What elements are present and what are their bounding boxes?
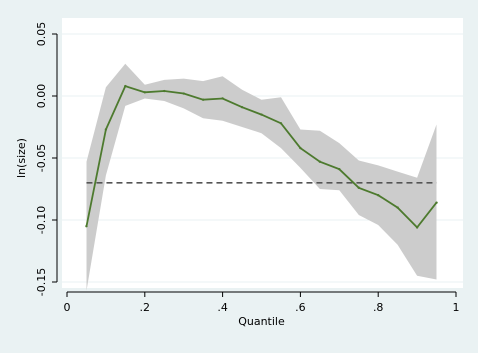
data-point <box>260 113 263 116</box>
data-point <box>338 167 341 171</box>
data-point <box>221 97 224 100</box>
confidence-band <box>86 63 437 291</box>
y-axis-label: ln(size) <box>15 138 28 178</box>
y-axis-ticks: -0.15 -0.10 -0.05 0.00 0.05 <box>35 22 57 296</box>
series-points <box>85 84 438 229</box>
x-tick-label: 0 <box>64 301 71 314</box>
data-point <box>240 105 244 109</box>
data-point <box>182 92 185 95</box>
y-tick-label: 0.00 <box>35 84 48 109</box>
x-axis-ticks: 0 .2 .4 .6 .8 1 <box>64 292 460 314</box>
data-point <box>143 91 146 94</box>
y-tick-label: -0.05 <box>35 144 48 172</box>
data-point <box>415 226 419 229</box>
data-point <box>377 194 380 197</box>
y-tick-label: -0.15 <box>35 268 48 296</box>
x-tick-label: .8 <box>373 301 384 314</box>
data-point <box>124 84 127 88</box>
data-point <box>435 201 438 204</box>
x-tick-label: .4 <box>217 301 228 314</box>
y-tick-label: 0.05 <box>35 22 48 47</box>
data-point <box>163 89 166 93</box>
x-tick-label: .6 <box>295 301 306 314</box>
data-point <box>299 146 302 150</box>
data-point <box>279 122 283 125</box>
data-point <box>104 128 108 131</box>
data-point <box>318 160 322 163</box>
data-point <box>396 206 399 209</box>
data-point <box>201 98 205 101</box>
x-tick-label: .2 <box>140 301 151 314</box>
data-point <box>85 225 88 228</box>
y-tick-label: -0.10 <box>35 206 48 234</box>
x-tick-label: 1 <box>453 301 460 314</box>
data-point <box>357 186 360 189</box>
x-axis-label: Quantile <box>238 315 285 328</box>
